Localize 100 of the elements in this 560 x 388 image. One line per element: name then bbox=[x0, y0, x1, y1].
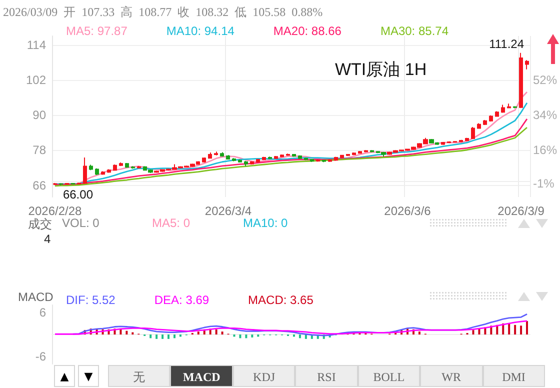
text: 2026/03/09 bbox=[3, 5, 58, 19]
annotation: 111.24 bbox=[489, 36, 524, 51]
candlestick bbox=[477, 122, 481, 130]
candlestick bbox=[292, 153, 296, 158]
line-series bbox=[54, 320, 528, 335]
bar bbox=[120, 329, 122, 334]
bar bbox=[162, 334, 164, 339]
x-tick-label: 2026/3/4 bbox=[204, 204, 252, 218]
candlestick bbox=[483, 120, 487, 126]
candlestick bbox=[95, 168, 99, 176]
y2-tick-label: 52% bbox=[532, 72, 558, 87]
y-tick-label: -6 bbox=[35, 350, 46, 364]
candlestick bbox=[364, 150, 368, 153]
candlestick bbox=[286, 153, 290, 156]
y2-tick-label: 16% bbox=[532, 143, 558, 158]
text: ▲ bbox=[54, 365, 75, 387]
text: 低 bbox=[234, 5, 247, 19]
bar bbox=[197, 332, 200, 334]
candlestick bbox=[131, 166, 135, 170]
bar bbox=[215, 329, 218, 334]
candlestick bbox=[334, 156, 338, 162]
candlestick bbox=[513, 106, 517, 109]
candlestick bbox=[107, 168, 111, 174]
text: BOLL bbox=[358, 365, 420, 387]
text: 高 bbox=[120, 5, 133, 19]
series-label: DEA: 3.69 bbox=[154, 293, 210, 307]
candlestick bbox=[208, 152, 212, 160]
x-tick-label: 2026/2/28 bbox=[28, 204, 82, 218]
y2-tick-label: -1% bbox=[532, 176, 555, 190]
candlestick bbox=[77, 182, 81, 185]
candlestick bbox=[89, 164, 93, 171]
text: 收 bbox=[178, 5, 190, 19]
candlestick bbox=[328, 159, 332, 162]
candlestick bbox=[316, 159, 320, 162]
text: MACD: 3.65 bbox=[248, 293, 314, 307]
text: MACD bbox=[170, 365, 233, 387]
y-tick-label: 6 bbox=[39, 305, 46, 320]
y-tick-label: 114 bbox=[26, 38, 46, 52]
candlestick bbox=[322, 159, 326, 163]
candlestick bbox=[441, 141, 445, 146]
y-tick-label: 102 bbox=[26, 72, 46, 87]
bar bbox=[173, 334, 176, 338]
bar bbox=[239, 334, 242, 338]
text: RSI bbox=[295, 365, 358, 387]
candlestick bbox=[59, 182, 63, 186]
series-label: DIF: 5.52 bbox=[66, 293, 116, 307]
text: KDJ bbox=[232, 365, 296, 387]
text: 4 bbox=[44, 232, 51, 246]
candlestick bbox=[250, 160, 254, 166]
bar bbox=[150, 334, 152, 338]
candlestick bbox=[119, 162, 123, 166]
bar bbox=[221, 332, 224, 334]
bar bbox=[526, 321, 528, 334]
text: DMI bbox=[482, 365, 545, 387]
text: 105.58 bbox=[252, 5, 286, 19]
candlestick bbox=[519, 52, 523, 109]
text: 108.32 bbox=[196, 5, 229, 19]
bar bbox=[304, 334, 307, 339]
candlestick bbox=[274, 156, 278, 160]
candlestick bbox=[226, 154, 230, 160]
candlestick bbox=[256, 158, 260, 163]
candlestick bbox=[238, 159, 242, 163]
text: 0.88% bbox=[292, 5, 323, 19]
candlestick bbox=[340, 154, 344, 159]
bar bbox=[251, 334, 254, 338]
bar bbox=[245, 334, 248, 338]
candlestick bbox=[447, 140, 451, 144]
text: MA10: 94.14 bbox=[166, 24, 235, 38]
y-tick-label: 66 bbox=[32, 178, 46, 192]
candlestick bbox=[113, 164, 117, 172]
candlestick bbox=[489, 114, 493, 122]
bar bbox=[168, 334, 170, 339]
candlestick bbox=[495, 110, 499, 118]
candlestick bbox=[525, 60, 529, 70]
annotation: 66.00 bbox=[62, 187, 94, 202]
text: MA5: 0 bbox=[152, 216, 190, 230]
candlestick bbox=[137, 165, 141, 169]
text: MA30: 85.74 bbox=[380, 24, 449, 38]
text: MA20: 88.66 bbox=[273, 24, 342, 38]
candlestick bbox=[501, 104, 505, 114]
x-tick-label: 2026/3/6 bbox=[384, 204, 432, 218]
candlestick bbox=[465, 137, 469, 142]
bar bbox=[514, 324, 516, 334]
y-tick-label: 90 bbox=[32, 108, 46, 122]
candlestick bbox=[83, 156, 87, 184]
candlestick bbox=[101, 170, 105, 176]
text: MA5: 97.87 bbox=[66, 24, 128, 38]
candlestick bbox=[358, 150, 362, 154]
candlestick bbox=[202, 156, 206, 163]
text: WTI原油 1H bbox=[335, 60, 427, 79]
candlestick bbox=[471, 126, 475, 140]
bar bbox=[472, 330, 474, 334]
text: WR bbox=[420, 365, 483, 387]
text: VOL: 0 bbox=[62, 216, 100, 230]
bar bbox=[418, 332, 420, 334]
candlestick bbox=[268, 156, 272, 160]
candlestick bbox=[125, 162, 129, 168]
candlestick bbox=[352, 152, 356, 156]
candlestick bbox=[232, 158, 236, 162]
y2-tick-label: 34% bbox=[532, 108, 558, 122]
